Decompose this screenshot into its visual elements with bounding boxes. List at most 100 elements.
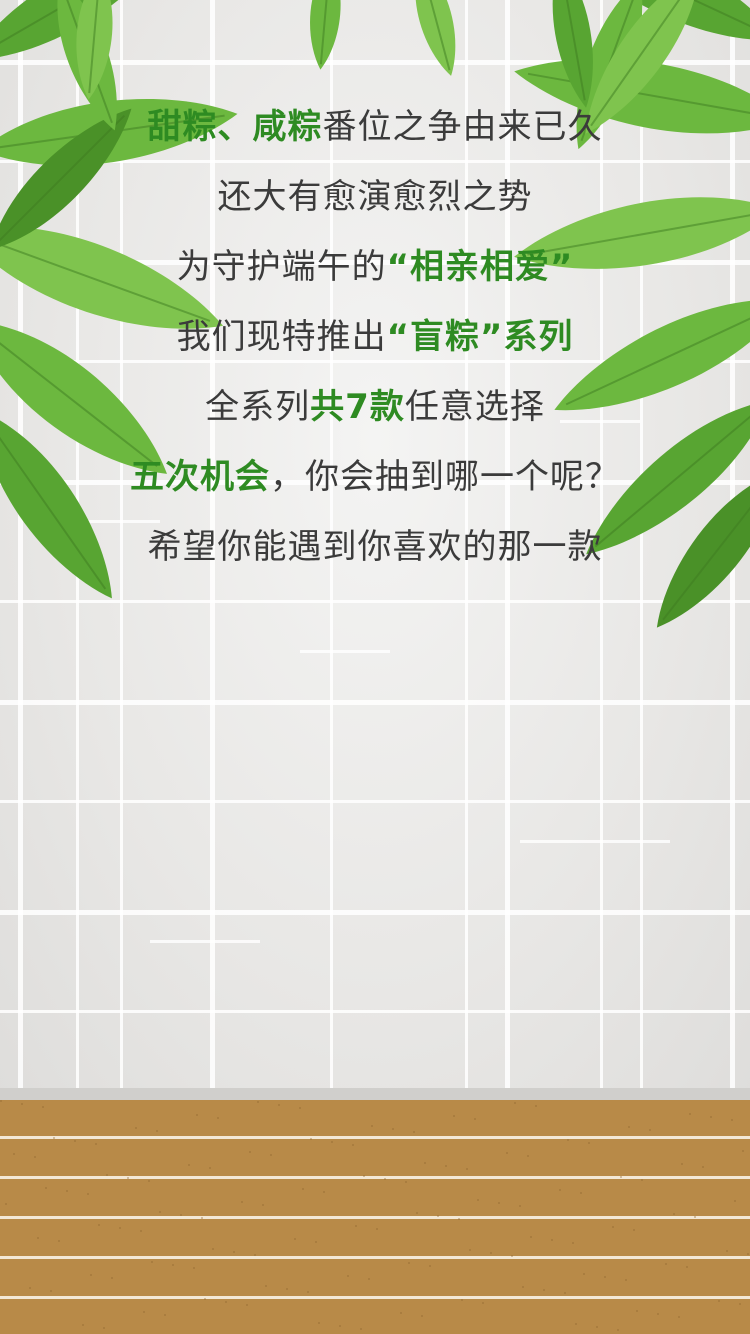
floor-speckle [360, 1328, 362, 1330]
floor-speckle [318, 1322, 320, 1324]
body-text: 番位之争由来已久 [322, 107, 603, 147]
floor-speckle [42, 1106, 44, 1108]
floor-speckle [53, 1137, 55, 1139]
floor-speckle [95, 1143, 97, 1145]
floor-speckle [580, 1192, 582, 1194]
floor-speckle [172, 1264, 174, 1266]
floor-speckle [506, 1152, 508, 1154]
floor-speckle [34, 1156, 36, 1158]
floor-speckle [453, 1115, 455, 1117]
floor-speckle [694, 1216, 696, 1218]
floor-speckle [458, 1218, 460, 1220]
grid-line-horizontal [0, 160, 750, 163]
floor-speckle [204, 1298, 206, 1300]
plank-line [0, 1136, 750, 1139]
floor-speckle [636, 1310, 638, 1312]
floor-speckle [437, 1215, 439, 1217]
floor-speckle [482, 1302, 484, 1304]
floor-speckle [734, 1200, 736, 1202]
floor-speckle [514, 1102, 516, 1104]
grid-line-vertical [465, 0, 468, 1100]
grid-line-horizontal [0, 700, 750, 705]
floor-speckle [21, 1103, 23, 1105]
highlight-text: 咸粽 [252, 107, 323, 147]
floor-speckle [731, 1119, 733, 1121]
floor-speckle [408, 1262, 410, 1264]
body-text: 还大有愈演愈烈之势 [217, 177, 533, 217]
floor-speckle [710, 1116, 712, 1118]
poem-line-2: 还大有愈演愈烈之势 [0, 162, 750, 232]
floor-speckle [156, 1130, 158, 1132]
plank-line [0, 1216, 750, 1219]
highlight-text: 共7款 [310, 387, 405, 427]
grid-seam [150, 940, 260, 943]
floor-speckle [339, 1325, 341, 1327]
floor-speckle [612, 1226, 614, 1228]
grid-line-vertical [210, 0, 215, 1100]
body-text: 全系列 [205, 387, 311, 427]
floor-speckle [294, 1238, 296, 1240]
highlight-text: 甜粽、 [147, 107, 253, 147]
grid-line-horizontal [0, 1010, 750, 1013]
wall-baseboard [0, 1088, 750, 1100]
highlight-text: “相亲相爱” [386, 247, 574, 287]
floor-speckle [307, 1291, 309, 1293]
floor-speckle [0, 1100, 2, 1102]
floor-speckle [498, 1202, 500, 1204]
floor-speckle [474, 1118, 476, 1120]
grid-line-horizontal [0, 800, 750, 803]
plank-line [0, 1296, 750, 1299]
floor-speckle [143, 1311, 145, 1313]
floor-speckle [588, 1142, 590, 1144]
highlight-text: 五次机会 [130, 457, 270, 497]
floor-speckle [718, 1300, 720, 1302]
floor-speckle [572, 1242, 574, 1244]
floor-speckle [416, 1212, 418, 1214]
floor-speckle [559, 1189, 561, 1191]
floor-speckle [445, 1165, 447, 1167]
floor-speckle [119, 1227, 121, 1229]
floor-speckle [103, 1327, 105, 1329]
floor-speckle [180, 1214, 182, 1216]
floor-speckle [74, 1140, 76, 1142]
body-text: 任意选择 [404, 387, 545, 427]
floor-speckle [625, 1279, 627, 1281]
floor-speckle [302, 1188, 304, 1190]
floor-speckle [392, 1128, 394, 1130]
floor-speckle [376, 1228, 378, 1230]
floor-speckle [29, 1287, 31, 1289]
floor-speckle [424, 1162, 426, 1164]
floor-speckle [519, 1205, 521, 1207]
floor-speckle [310, 1138, 312, 1140]
floor-speckle [66, 1190, 68, 1192]
floor-speckle [551, 1239, 553, 1241]
floor-speckle [678, 1316, 680, 1318]
floor-speckle [604, 1276, 606, 1278]
floor-speckle [164, 1314, 166, 1316]
body-text: 我们现特推出 [176, 317, 387, 357]
floor-speckle [233, 1251, 235, 1253]
floor-speckle [270, 1154, 272, 1156]
floor-speckle [564, 1292, 566, 1294]
floor-speckle [225, 1301, 227, 1303]
floor-speckle [429, 1265, 431, 1267]
floor-speckle [265, 1285, 267, 1287]
floor-speckle [686, 1266, 688, 1268]
body-text: ，你会抽到哪一个呢？ [270, 457, 620, 497]
poem-line-6: 五次机会，你会抽到哪一个呢？ [0, 442, 750, 512]
floor-speckle [254, 1254, 256, 1256]
floor-speckle [522, 1286, 524, 1288]
floor-speckle [461, 1299, 463, 1301]
grid-line-vertical [505, 0, 510, 1100]
floor-speckle [739, 1303, 741, 1305]
floor-speckle [747, 1253, 749, 1255]
body-text: 为守护端午的 [176, 247, 387, 287]
floor-speckle [371, 1125, 373, 1127]
grid-line-horizontal [0, 60, 750, 65]
grid-line-horizontal [0, 480, 750, 485]
highlight-text: “盲粽”系列 [386, 317, 574, 357]
floor-speckle [45, 1187, 47, 1189]
floor-speckle [400, 1312, 402, 1314]
floor-speckle [384, 1178, 386, 1180]
